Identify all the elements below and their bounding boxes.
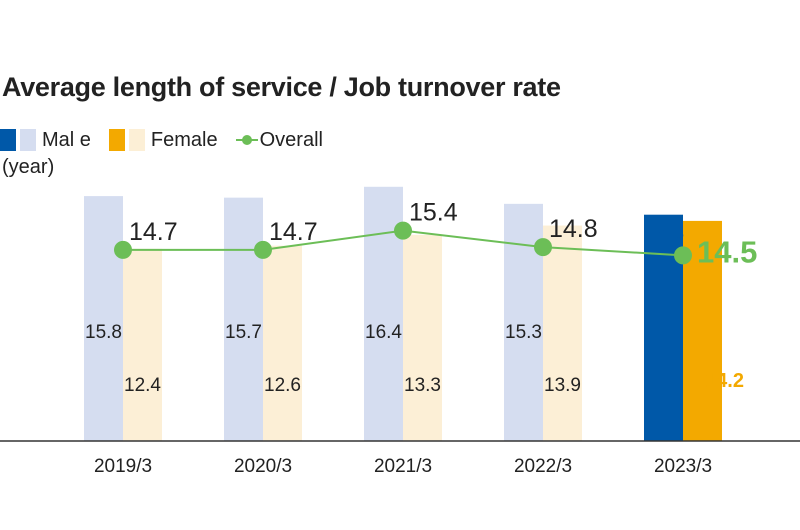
value-label-male-2020/3: 15.7 bbox=[225, 322, 262, 343]
value-label-female-2023/3: 14.2 bbox=[705, 370, 744, 392]
overall-point-2023/3 bbox=[674, 246, 692, 265]
value-label-female-2022/3: 13.9 bbox=[544, 375, 581, 396]
bar-male-2019/3 bbox=[84, 196, 123, 441]
legend-label-male: Mal e bbox=[42, 128, 91, 151]
overall-label-2021/3: 15.4 bbox=[409, 199, 458, 227]
bar-female-2021/3 bbox=[403, 234, 442, 441]
overall-point-2021/3 bbox=[394, 221, 412, 240]
bar-female-2019/3 bbox=[123, 248, 162, 441]
x-tick-label-2020/3: 2020/3 bbox=[234, 456, 292, 477]
overall-label-2019/3: 14.7 bbox=[129, 218, 178, 246]
legend-swatch-male-light bbox=[20, 129, 36, 151]
value-label-female-2021/3: 13.3 bbox=[404, 375, 441, 396]
x-tick-label-2021/3: 2021/3 bbox=[374, 456, 432, 477]
legend-item-female: Female bbox=[108, 128, 218, 152]
value-label-male-2022/3: 15.3 bbox=[505, 322, 542, 343]
overall-label-2020/3: 14.7 bbox=[269, 218, 318, 246]
overall-label-2023/3: 14.5 bbox=[697, 234, 757, 269]
y-unit-label: (year) bbox=[2, 156, 55, 178]
value-label-male-2021/3: 16.4 bbox=[365, 322, 402, 343]
legend-label-female: Female bbox=[150, 128, 218, 151]
legend: Mal e Female Overall bbox=[0, 126, 341, 154]
legend-item-overall: Overall bbox=[235, 128, 323, 152]
legend-swatch-female-dark bbox=[108, 129, 125, 151]
value-label-female-2019/3: 12.4 bbox=[124, 375, 161, 396]
x-tick-label-2022/3: 2022/3 bbox=[514, 456, 572, 477]
legend-swatch-male-dark bbox=[0, 129, 16, 151]
x-tick-label-2019/3: 2019/3 bbox=[94, 456, 152, 477]
legend-swatch-overall bbox=[235, 129, 258, 151]
bar-female-2020/3 bbox=[263, 245, 302, 441]
legend-item-male: Mal e bbox=[0, 129, 91, 152]
chart-title: Average length of service / Job turnover… bbox=[2, 72, 561, 102]
value-label-female-2020/3: 12.6 bbox=[264, 375, 301, 396]
overall-point-2020/3 bbox=[254, 240, 272, 259]
bar-male-2020/3 bbox=[224, 197, 263, 441]
legend-label-overall: Overall bbox=[259, 128, 323, 151]
bar-female-2022/3 bbox=[543, 225, 582, 441]
value-label-male-2019/3: 15.8 bbox=[85, 322, 122, 343]
value-label-male-2023/3: 14.6 bbox=[647, 224, 684, 245]
overall-label-2022/3: 14.8 bbox=[549, 215, 598, 243]
x-tick-label-2023/3: 2023/3 bbox=[654, 456, 712, 477]
overall-point-2019/3 bbox=[114, 240, 132, 259]
overall-point-2022/3 bbox=[534, 238, 552, 257]
legend-swatch-female-light bbox=[128, 129, 145, 151]
